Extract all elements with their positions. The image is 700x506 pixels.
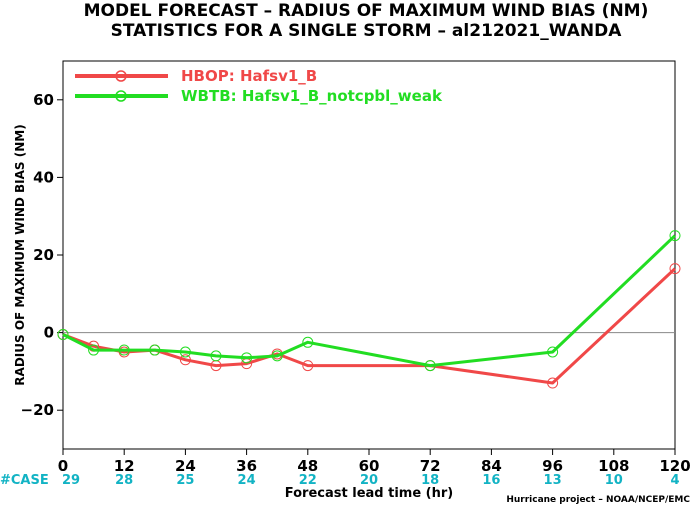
series-point bbox=[302, 336, 314, 348]
y-tick-label: 0 bbox=[44, 324, 54, 342]
x-tick-label: 60 bbox=[359, 457, 380, 475]
x-tick-label: 108 bbox=[598, 457, 629, 475]
series-line bbox=[62, 234, 677, 368]
y-tick-label: −20 bbox=[21, 401, 54, 419]
case-count: 18 bbox=[421, 473, 439, 488]
x-tick-label: 48 bbox=[297, 457, 318, 475]
x-tick-label: 0 bbox=[58, 457, 68, 475]
case-count: 16 bbox=[482, 473, 500, 488]
series-point bbox=[302, 360, 314, 372]
case-count: 25 bbox=[176, 473, 194, 488]
case-count: 29 bbox=[62, 473, 80, 488]
case-count: 22 bbox=[299, 473, 317, 488]
legend-label: HBOP: Hafsv1_B bbox=[181, 67, 317, 85]
series-point bbox=[241, 352, 253, 364]
chart-subtitle: STATISTICS FOR A SINGLE STORM – al212021… bbox=[111, 21, 623, 41]
x-tick-label: 72 bbox=[420, 457, 441, 475]
chart-title: MODEL FORECAST – RADIUS OF MAXIMUM WIND … bbox=[84, 1, 649, 21]
series-point bbox=[179, 354, 191, 366]
x-tick-label: 84 bbox=[481, 457, 502, 475]
series-point bbox=[547, 377, 559, 389]
series-point bbox=[210, 350, 222, 362]
plot-area-frame bbox=[62, 60, 676, 450]
legend-marker bbox=[115, 90, 127, 102]
x-tick-label: 24 bbox=[175, 457, 196, 475]
case-count: 4 bbox=[670, 473, 679, 488]
series-point bbox=[424, 360, 436, 372]
y-tick-label: 40 bbox=[33, 168, 54, 186]
y-tick-label: 60 bbox=[33, 91, 54, 109]
series-point bbox=[547, 346, 559, 358]
y-axis-label: RADIUS OF MAXIMUM WIND BIAS (NM) bbox=[13, 124, 27, 385]
y-tick-label: 20 bbox=[33, 246, 54, 264]
x-axis-label: Forecast lead time (hr) bbox=[285, 486, 453, 501]
case-count: 20 bbox=[360, 473, 378, 488]
series-point bbox=[118, 344, 130, 356]
series-point bbox=[149, 344, 161, 356]
case-count: 13 bbox=[544, 473, 562, 488]
legend-label: WBTB: Hafsv1_B_notcpbl_weak bbox=[181, 87, 443, 105]
legend-marker bbox=[115, 70, 127, 82]
series-point bbox=[179, 346, 191, 358]
case-count: 10 bbox=[605, 473, 623, 488]
credit-text: Hurricane project – NOAA/NCEP/EMC bbox=[506, 495, 690, 505]
case-label: #CASE bbox=[0, 473, 49, 488]
series-point bbox=[88, 344, 100, 356]
x-tick-label: 12 bbox=[114, 457, 135, 475]
case-count: 28 bbox=[115, 473, 133, 488]
x-tick-label: 120 bbox=[659, 457, 690, 475]
series-point bbox=[57, 329, 69, 341]
case-count: 24 bbox=[238, 473, 256, 488]
series-point bbox=[271, 350, 283, 362]
series-point bbox=[669, 263, 681, 275]
x-tick-label: 36 bbox=[236, 457, 257, 475]
series-line bbox=[62, 267, 677, 385]
series-point bbox=[669, 230, 681, 242]
x-tick-label: 96 bbox=[542, 457, 563, 475]
